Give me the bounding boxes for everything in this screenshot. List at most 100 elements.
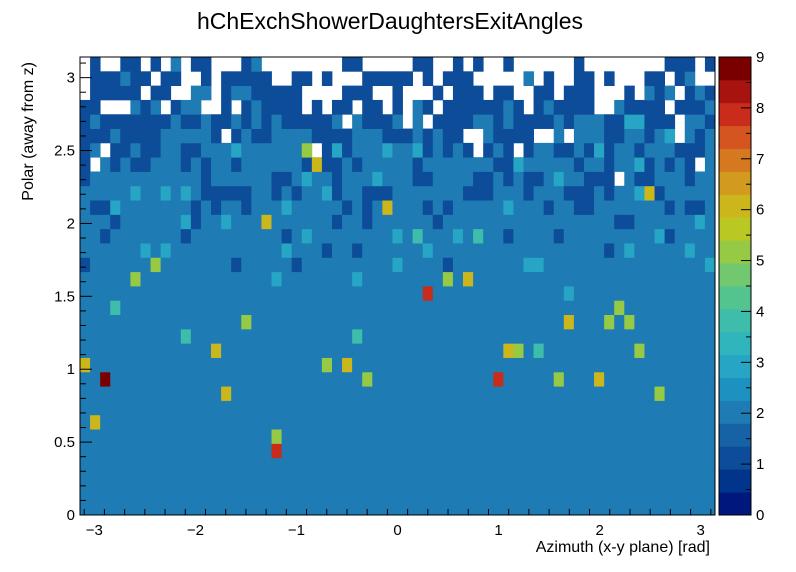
heatmap-cell xyxy=(533,343,545,358)
heatmap-cell xyxy=(644,300,655,316)
heatmap-cell xyxy=(674,200,686,215)
heatmap-cell xyxy=(200,57,212,72)
heatmap-cell xyxy=(402,343,414,358)
heatmap-cell xyxy=(493,500,504,516)
heatmap-cell xyxy=(311,271,323,287)
heatmap-cell xyxy=(503,286,514,301)
heatmap-cell xyxy=(271,414,282,430)
heatmap-cell xyxy=(311,414,323,430)
heatmap-cell xyxy=(634,99,645,115)
heatmap-cell xyxy=(553,414,565,430)
heatmap-cell xyxy=(402,472,414,487)
heatmap-cell xyxy=(352,257,363,273)
heatmap-cell xyxy=(90,200,101,215)
heatmap-cell xyxy=(140,185,151,201)
heatmap-cell xyxy=(523,71,534,87)
heatmap-cell xyxy=(372,357,383,373)
heatmap-cell xyxy=(442,200,454,215)
heatmap-cell xyxy=(160,142,172,158)
heatmap-cell xyxy=(130,85,141,101)
heatmap-cell xyxy=(503,271,514,287)
heatmap-cell xyxy=(90,114,101,129)
heatmap-cell xyxy=(523,371,534,387)
heatmap-cell xyxy=(694,286,706,301)
heatmap-cell xyxy=(352,328,363,344)
heatmap-cell xyxy=(573,343,585,358)
heatmap-cell xyxy=(493,214,504,230)
heatmap-cell xyxy=(644,429,655,444)
heatmap-cell xyxy=(553,157,565,172)
heatmap-cell xyxy=(533,114,545,129)
heatmap-cell xyxy=(684,99,696,115)
heatmap-cell xyxy=(452,57,464,72)
heatmap-cell xyxy=(473,243,484,258)
heatmap-cell xyxy=(513,114,524,129)
heatmap-cell xyxy=(503,300,514,316)
heatmap-cell xyxy=(382,429,393,444)
heatmap-cell xyxy=(473,457,484,473)
heatmap-cell xyxy=(261,314,272,330)
heatmap-cell xyxy=(594,257,605,273)
heatmap-cell xyxy=(634,228,645,244)
color-scale-segment xyxy=(719,125,751,149)
heatmap-cell xyxy=(493,128,504,144)
heatmap-cell xyxy=(614,300,625,316)
heatmap-cell xyxy=(563,414,575,430)
heatmap-cell xyxy=(563,257,575,273)
heatmap-cell xyxy=(311,114,323,129)
heatmap-cell xyxy=(352,85,363,101)
heatmap-cell xyxy=(654,357,665,373)
heatmap-cell xyxy=(452,286,464,301)
heatmap-cell xyxy=(372,457,383,473)
heatmap-cell xyxy=(372,400,383,416)
heatmap-cell xyxy=(342,328,353,344)
heatmap-cell xyxy=(664,328,676,344)
heatmap-cell xyxy=(463,200,474,215)
heatmap-cell xyxy=(190,257,202,273)
heatmap-cell xyxy=(674,472,686,487)
heatmap-cell xyxy=(503,400,514,416)
heatmap-cell xyxy=(110,85,121,101)
heatmap-cell xyxy=(100,171,111,187)
heatmap-cell xyxy=(583,171,595,187)
heatmap-cell xyxy=(654,500,665,516)
heatmap-cell xyxy=(614,357,625,373)
heatmap-cell xyxy=(372,71,383,87)
heatmap-cell xyxy=(543,443,555,459)
heatmap-cell xyxy=(543,99,555,115)
heatmap-cell xyxy=(281,343,293,358)
heatmap-cell xyxy=(402,200,414,215)
heatmap-cell xyxy=(473,185,484,201)
heatmap-cell xyxy=(442,328,454,344)
heatmap-cell xyxy=(342,400,353,416)
heatmap-cell xyxy=(241,414,252,430)
heatmap-cell xyxy=(644,500,655,516)
heatmap-cell xyxy=(200,286,212,301)
heatmap-cell xyxy=(321,200,333,215)
heatmap-cell xyxy=(372,414,383,430)
heatmap-cell xyxy=(674,157,686,172)
heatmap-cell xyxy=(624,243,635,258)
heatmap-cell xyxy=(281,371,293,387)
heatmap-cell xyxy=(231,228,242,244)
heatmap-cell xyxy=(563,500,575,516)
heatmap-cell xyxy=(563,214,575,230)
heatmap-cell xyxy=(362,114,373,129)
heatmap-cell xyxy=(583,128,595,144)
heatmap-cell xyxy=(563,228,575,244)
heatmap-cell xyxy=(231,300,242,316)
heatmap-cell xyxy=(473,314,484,330)
heatmap-cell xyxy=(271,400,282,416)
heatmap-cell xyxy=(382,414,393,430)
heatmap-cell xyxy=(412,472,424,487)
heatmap-cell xyxy=(342,228,353,244)
heatmap-cell xyxy=(473,200,484,215)
heatmap-cell xyxy=(594,114,605,129)
heatmap-cell xyxy=(130,157,141,172)
heatmap-cell xyxy=(90,185,101,201)
heatmap-cell xyxy=(493,157,504,172)
heatmap-cell xyxy=(553,128,565,144)
color-scale-segment xyxy=(719,57,751,81)
heatmap-cell xyxy=(523,257,534,273)
heatmap-cell xyxy=(473,486,484,502)
